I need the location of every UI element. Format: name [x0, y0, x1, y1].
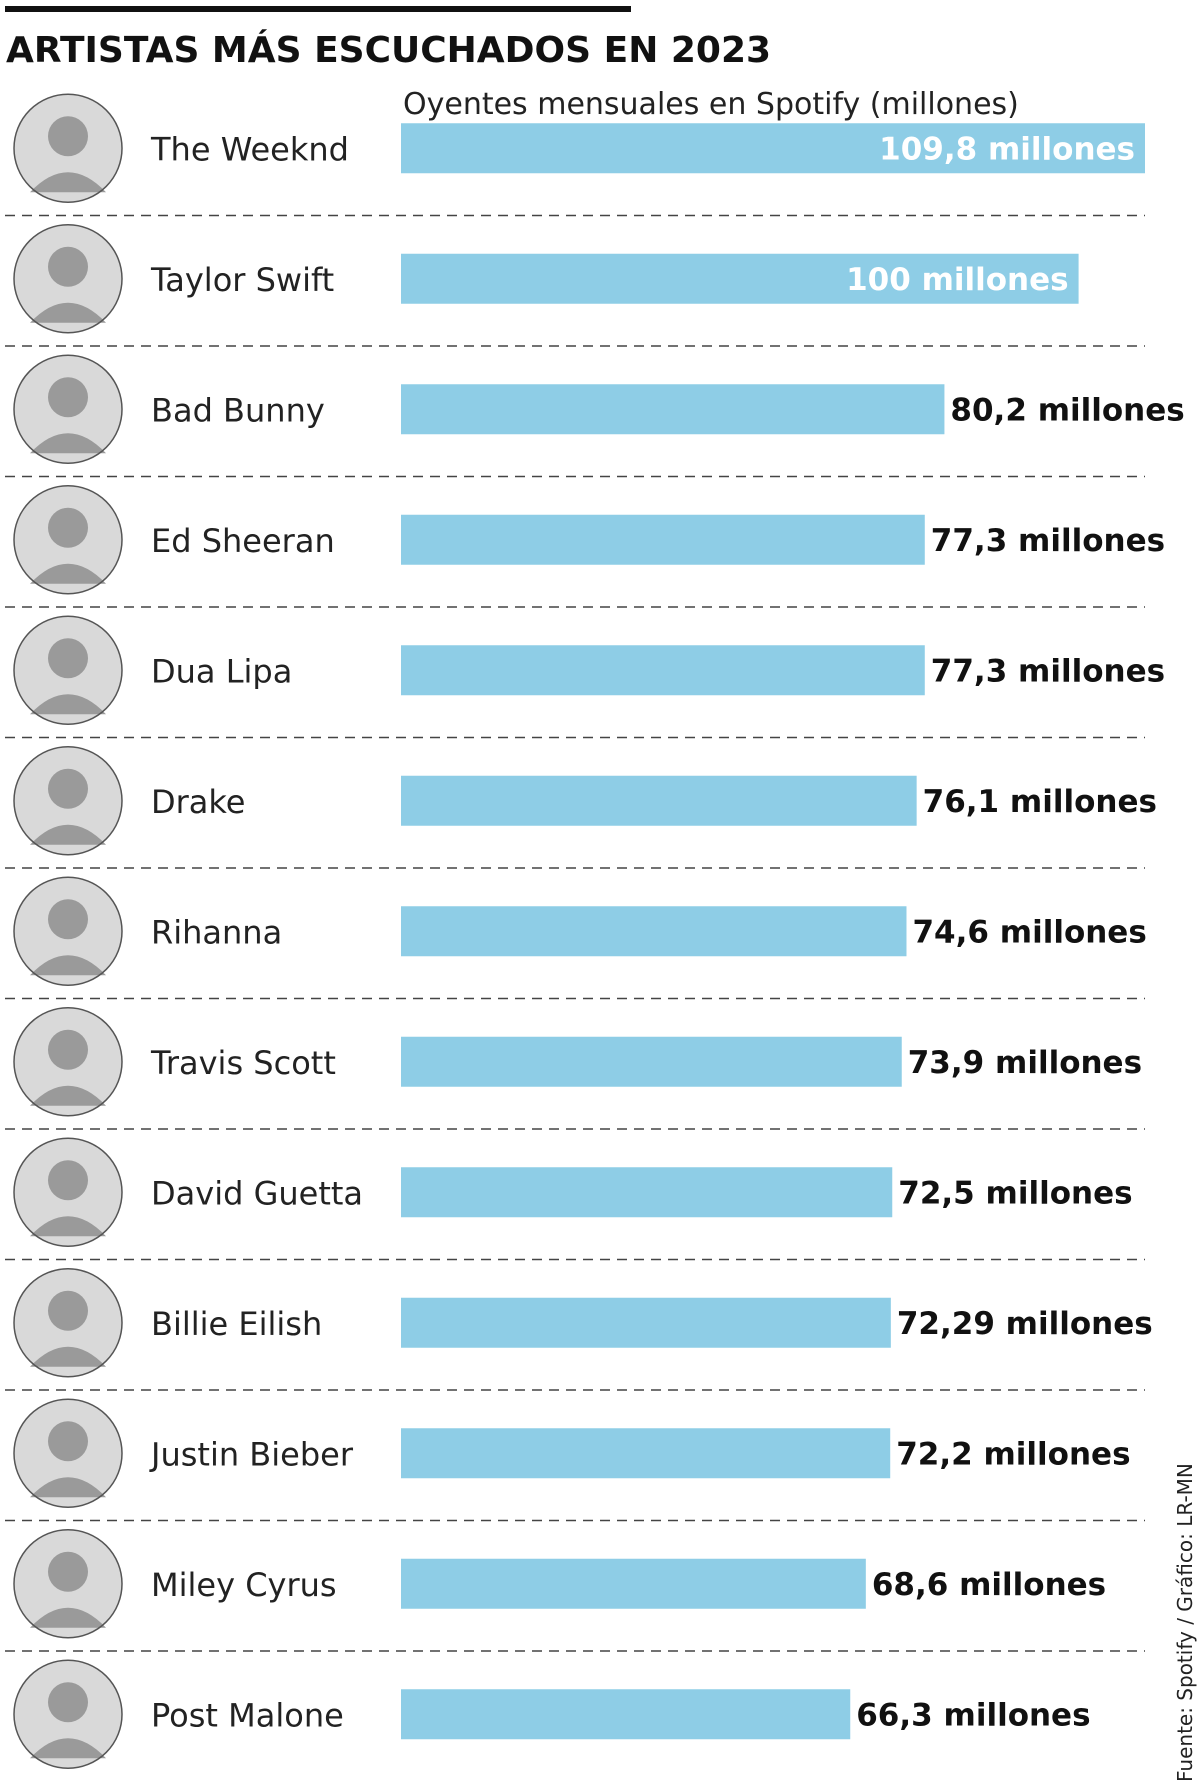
value-label: 72,29 millones [897, 1306, 1153, 1342]
bar-the-weeknd [401, 123, 1145, 174]
category-label: Miley Cyrus [151, 1566, 337, 1604]
category-label: Taylor Swift [150, 261, 334, 299]
chart-subtitle: Oyentes mensuales en Spotify (millones) [403, 87, 1019, 122]
title-rule [5, 6, 631, 12]
category-label: Justin Bieber [149, 1435, 354, 1473]
bar-travis-scott [401, 1036, 902, 1087]
avatar-ed-sheeran [13, 485, 123, 595]
value-label: 76,1 millones [923, 784, 1157, 820]
source-note: Fuente: Spotify / Gráfico: LR-MN [1173, 1463, 1197, 1782]
bar-billie-eilish [401, 1297, 891, 1348]
value-label: 72,2 millones [896, 1436, 1130, 1472]
bar-taylor-swift [401, 253, 1079, 304]
avatar-the-weeknd [13, 93, 123, 203]
avatar-dua-lipa [13, 615, 123, 725]
category-label: Ed Sheeran [151, 522, 335, 560]
avatar-justin-bieber [13, 1398, 123, 1508]
value-label: 77,3 millones [931, 653, 1165, 689]
category-label: Travis Scott [150, 1044, 336, 1082]
bar-drake [401, 775, 917, 826]
avatar-david-guetta [13, 1137, 123, 1247]
category-label: Bad Bunny [151, 391, 325, 429]
category-label: Dua Lipa [151, 652, 292, 690]
avatar-post-malone [13, 1659, 123, 1769]
avatar-bad-bunny [13, 354, 123, 464]
bar-dua-lipa [401, 645, 925, 696]
value-label: 77,3 millones [931, 523, 1165, 559]
avatar-billie-eilish [13, 1268, 123, 1378]
value-label: 68,6 millones [872, 1567, 1106, 1603]
bar-ed-sheeran [401, 514, 925, 565]
bar-miley-cyrus [401, 1558, 866, 1609]
bar-rows: The Weeknd 109,8 millones Taylor Swift 100 … [5, 93, 1185, 1769]
value-label: 66,3 millones [856, 1697, 1090, 1733]
bar-rihanna [401, 906, 907, 957]
avatar-miley-cyrus [13, 1529, 123, 1639]
bar-david-guetta [401, 1167, 893, 1218]
avatar-rihanna [13, 876, 123, 986]
value-label: 73,9 millones [908, 1045, 1142, 1081]
category-label: Rihanna [151, 913, 282, 951]
value-label: 74,6 millones [912, 914, 1146, 950]
bar-bad-bunny [401, 384, 945, 435]
value-label: 80,2 millones [950, 392, 1184, 428]
category-label: Drake [151, 783, 245, 821]
value-label: 100 millones [846, 262, 1069, 298]
category-label: David Guetta [151, 1174, 363, 1212]
chart-title: ARTISTAS MÁS ESCUCHADOS EN 2023 [6, 29, 771, 71]
avatar-taylor-swift [13, 224, 123, 334]
avatar-drake [13, 746, 123, 856]
value-label: 72,5 millones [898, 1175, 1132, 1211]
avatar-travis-scott [13, 1007, 123, 1117]
category-label: Billie Eilish [151, 1305, 322, 1343]
bar-justin-bieber [401, 1428, 891, 1479]
value-label: 109,8 millones [879, 131, 1135, 167]
category-label: Post Malone [151, 1696, 344, 1734]
category-label: The Weeknd [150, 130, 349, 168]
bar-post-malone [401, 1689, 851, 1740]
